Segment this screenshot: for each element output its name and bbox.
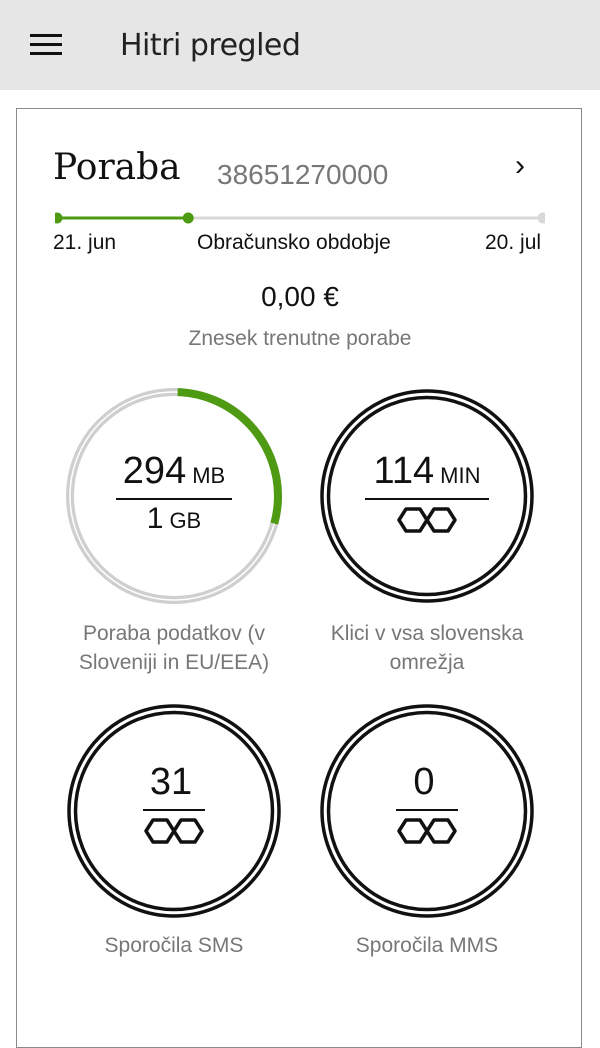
- gauge-value: 114 MIN: [373, 450, 481, 492]
- billing-period-progress: [55, 212, 545, 224]
- gauge-value: 0: [413, 761, 435, 803]
- calls-gauge[interactable]: 114 MIN: [317, 386, 537, 606]
- mms-caption: Sporočila MMS: [355, 934, 499, 957]
- phone-number: 38651270000: [217, 159, 389, 190]
- page-title: Hitri pregled: [120, 28, 301, 63]
- infinity-icon: [397, 507, 457, 533]
- data-usage-arc: [65, 388, 282, 604]
- fraction-line: [396, 809, 458, 811]
- fraction-line: [365, 498, 489, 500]
- mms-gauge[interactable]: 0: [317, 701, 537, 921]
- data-usage-gauge[interactable]: 294 MB 1 GB: [64, 386, 284, 606]
- infinity-icon: [397, 818, 457, 844]
- period-end: 20. jul: [485, 231, 542, 254]
- gauge-limit: 1 GB: [146, 502, 202, 535]
- hamburger-menu-icon[interactable]: [30, 34, 62, 56]
- sms-gauge[interactable]: 31: [64, 701, 284, 921]
- data-usage-caption: Poraba podatkov (v Sloveniji in EU/EEA): [78, 622, 270, 674]
- sms-caption: Sporočila SMS: [104, 934, 244, 957]
- infinity-icon: [144, 818, 204, 844]
- progress-start-dot: [55, 212, 63, 224]
- current-amount-label: Znesek trenutne porabe: [188, 327, 412, 350]
- app-bar: Hitri pregled: [0, 0, 600, 90]
- chevron-right-icon[interactable]: ›: [515, 149, 525, 182]
- gauge-value: 31: [149, 761, 193, 803]
- card-title: Poraba: [53, 147, 181, 188]
- period-start: 21. jun: [53, 231, 117, 254]
- fraction-line: [143, 809, 205, 811]
- period-label: Obračunsko obdobje: [197, 231, 391, 254]
- progress-end-dot: [537, 212, 545, 224]
- fraction-line: [116, 498, 232, 500]
- gauge-value: 294 MB: [122, 450, 226, 492]
- current-amount: 0,00 €: [261, 281, 339, 312]
- usage-card[interactable]: Poraba 38651270000 › 21. jun Obračunsko …: [16, 108, 582, 1048]
- progress-current-dot: [182, 212, 194, 224]
- calls-caption: Klici v vsa slovenska omrežja: [330, 622, 524, 674]
